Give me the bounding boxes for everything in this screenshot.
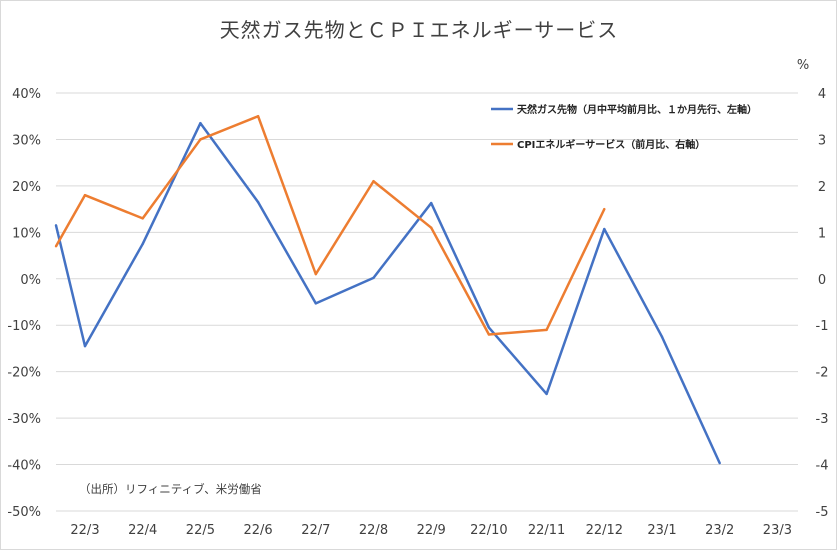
legend: 天然ガス先物（月中平均前月比、１か月先行、左軸） CPIエネルギーサービス（前月…: [491, 103, 757, 151]
left-tick-label: -20%: [7, 366, 41, 381]
x-tick-label: 22/11: [528, 523, 565, 538]
left-tick-label: 40%: [12, 87, 41, 102]
data-point: [256, 115, 260, 118]
data-point: [141, 242, 144, 246]
right-tick-label: 3: [818, 133, 826, 148]
left-tick-label: -10%: [7, 319, 41, 334]
data-point: [83, 193, 87, 197]
data-point: [141, 217, 144, 220]
data-point: [660, 335, 664, 339]
right-tick-label: -1: [816, 319, 829, 334]
data-point: [487, 333, 491, 336]
x-tick-label: 22/12: [586, 523, 623, 538]
data-point: [372, 276, 375, 280]
right-axis-unit: %: [797, 58, 809, 73]
x-tick-label: 23/3: [763, 523, 792, 538]
data-point: [372, 180, 375, 183]
right-tick-label: 2: [818, 180, 826, 195]
left-tick-label: -40%: [7, 459, 41, 474]
right-tick-label: 4: [818, 87, 826, 102]
data-point: [603, 227, 606, 231]
right-tick-label: -3: [816, 412, 829, 427]
x-tick-label: 22/6: [243, 523, 272, 538]
data-point: [430, 201, 433, 205]
data-point: [603, 207, 606, 211]
right-tick-label: -2: [816, 366, 829, 381]
left-tick-label: -50%: [7, 505, 41, 520]
left-tick-label: 0%: [20, 273, 41, 288]
data-point: [314, 272, 317, 276]
right-axis: 4 3 2 1 0 -1 -2 -3 -4 -5: [816, 87, 829, 520]
x-tick-label: 22/8: [359, 523, 388, 538]
gridlines: [56, 92, 798, 512]
left-tick-label: 10%: [12, 226, 41, 241]
x-tick-label: 23/1: [647, 523, 676, 538]
legend-label-gas: 天然ガス先物（月中平均前月比、１か月先行、左軸）: [517, 103, 757, 116]
data-point: [54, 245, 58, 248]
x-tick-label: 23/2: [705, 523, 734, 538]
right-tick-label: 0: [818, 273, 826, 288]
data-point: [545, 328, 548, 332]
data-point: [545, 392, 548, 396]
x-tick-label: 22/5: [186, 523, 215, 538]
x-tick-label: 22/4: [128, 523, 157, 538]
right-tick-label: -5: [816, 505, 829, 520]
left-tick-label: 20%: [12, 180, 41, 195]
x-tick-label: 22/7: [301, 523, 330, 538]
chart-title: 天然ガス先物とＣＰＩエネルギーサービス: [220, 18, 619, 42]
left-axis: 40% 30% 20% 10% 0% -10% -20% -30% -40% -50%: [7, 87, 41, 520]
legend-label-cpi: CPIエネルギーサービス（前月比、右軸）: [517, 138, 705, 151]
data-point: [487, 326, 491, 329]
source-note: （出所）リフィニティブ、米労働省: [79, 482, 262, 496]
x-tick-label: 22/10: [470, 523, 507, 538]
left-tick-label: -30%: [7, 412, 41, 427]
right-tick-label: 1: [818, 226, 826, 241]
data-point: [718, 461, 721, 465]
x-tick-label: 22/3: [70, 523, 99, 538]
data-point: [83, 344, 87, 348]
series-lines: [54, 114, 721, 465]
data-point: [430, 226, 433, 229]
left-tick-label: 30%: [12, 133, 41, 148]
data-point: [199, 138, 202, 141]
right-tick-label: -4: [816, 459, 829, 474]
x-tick-label: 22/9: [417, 523, 446, 538]
data-point: [54, 224, 58, 227]
series-line-0: [54, 121, 721, 464]
data-point: [314, 302, 317, 305]
data-point: [199, 121, 202, 125]
x-axis: 22/3 22/4 22/5 22/6 22/7 22/8 22/9 22/10 22/11 22…: [70, 523, 792, 538]
data-point: [256, 200, 260, 204]
